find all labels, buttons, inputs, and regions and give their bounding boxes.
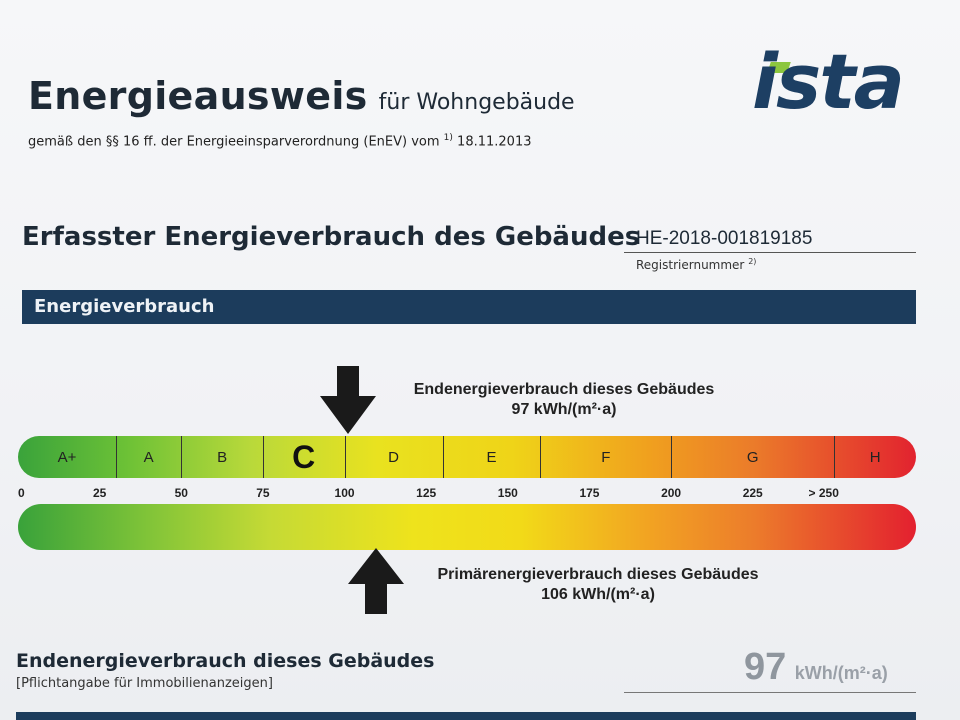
primary-energy-label: Primärenergieverbrauch dieses Gebäudes 1…	[402, 565, 794, 605]
primary-energy-value: 106 kWh/(m²·a)	[541, 586, 655, 603]
next-section-band	[16, 712, 916, 720]
primary-energy-bar	[18, 504, 916, 550]
scale-tick-label: 0	[18, 486, 25, 500]
document-subtitle: gemäß den §§ 16 ff. der Energieeinsparve…	[28, 133, 531, 149]
efficiency-class-c: C	[292, 438, 316, 475]
efficiency-class-b: B	[217, 448, 228, 466]
registration-number: HE-2018-001819185	[636, 228, 813, 249]
scale-tick-label: 50	[174, 486, 188, 500]
registration-underline	[624, 252, 916, 253]
class-separator	[834, 436, 836, 478]
registration-label: Registriernummer 2)	[636, 257, 756, 272]
class-separator	[181, 436, 183, 478]
scale-tick-label: 125	[416, 486, 437, 500]
efficiency-class-f: F	[601, 448, 611, 466]
class-separator	[442, 436, 444, 478]
footer-value-unit: kWh/(m²·a)	[794, 663, 888, 683]
footer-heading: Endenergieverbrauch dieses Gebäudes	[16, 650, 435, 672]
efficiency-class-e: E	[486, 448, 497, 466]
footer-value-number: 97	[744, 646, 787, 688]
scale-tick-label: > 250	[808, 486, 839, 500]
scale-tick-label: 25	[92, 486, 107, 500]
title-suffix: für Wohngebäude	[378, 90, 575, 115]
scale-tick-label: 225	[742, 486, 763, 500]
class-separator	[540, 436, 542, 478]
energy-consumption-band: Energieverbrauch	[22, 290, 916, 324]
end-energy-label: Endenergieverbrauch dieses Gebäudes 97 k…	[386, 380, 742, 420]
end-energy-arrow-icon	[320, 366, 376, 434]
scale-tick-label: 100	[334, 486, 355, 500]
class-separator	[671, 436, 673, 478]
registration-footnote: 2)	[748, 257, 757, 266]
subtitle-footnote: 1)	[443, 133, 453, 143]
class-separator	[115, 436, 117, 478]
efficiency-class-h: H	[869, 448, 881, 466]
scale-tick-label: 200	[661, 486, 682, 500]
efficiency-class-a-plus: A+	[57, 448, 77, 466]
footer-value: 97 kWh/(m²·a)	[744, 646, 888, 689]
scale-tick-label: 75	[256, 486, 270, 500]
end-energy-value: 97 kWh/(m²·a)	[511, 401, 617, 418]
scale-tick-label: 150	[497, 486, 518, 500]
primary-energy-arrow-icon	[348, 548, 404, 614]
document-title: Energieausweis für Wohngebäude	[28, 74, 575, 118]
section-heading: Erfasster Energieverbrauch des Gebäudes	[22, 222, 641, 252]
class-separator	[262, 436, 264, 478]
title-main: Energieausweis	[28, 74, 368, 118]
efficiency-class-d: D	[388, 448, 399, 466]
class-separator	[344, 436, 346, 478]
efficiency-class-a: A	[143, 448, 154, 466]
end-energy-text: Endenergieverbrauch dieses Gebäudes	[413, 381, 715, 398]
energy-efficiency-scale: A+ A B C D E F G H	[18, 436, 916, 478]
footer-underline	[624, 692, 916, 693]
footer-note: [Pflichtangabe für Immobilienanzeigen]	[16, 676, 273, 691]
efficiency-class-g: G	[746, 448, 759, 466]
ista-logo: ista	[752, 37, 905, 126]
subtitle-date: 18.11.2013	[457, 134, 532, 150]
subtitle-text: gemäß den §§ 16 ff. der Energieeinsparve…	[28, 134, 440, 150]
registration-label-text: Registriernummer	[636, 258, 745, 272]
primary-energy-text: Primärenergieverbrauch dieses Gebäudes	[437, 566, 759, 583]
scale-tick-label: 175	[579, 486, 600, 500]
